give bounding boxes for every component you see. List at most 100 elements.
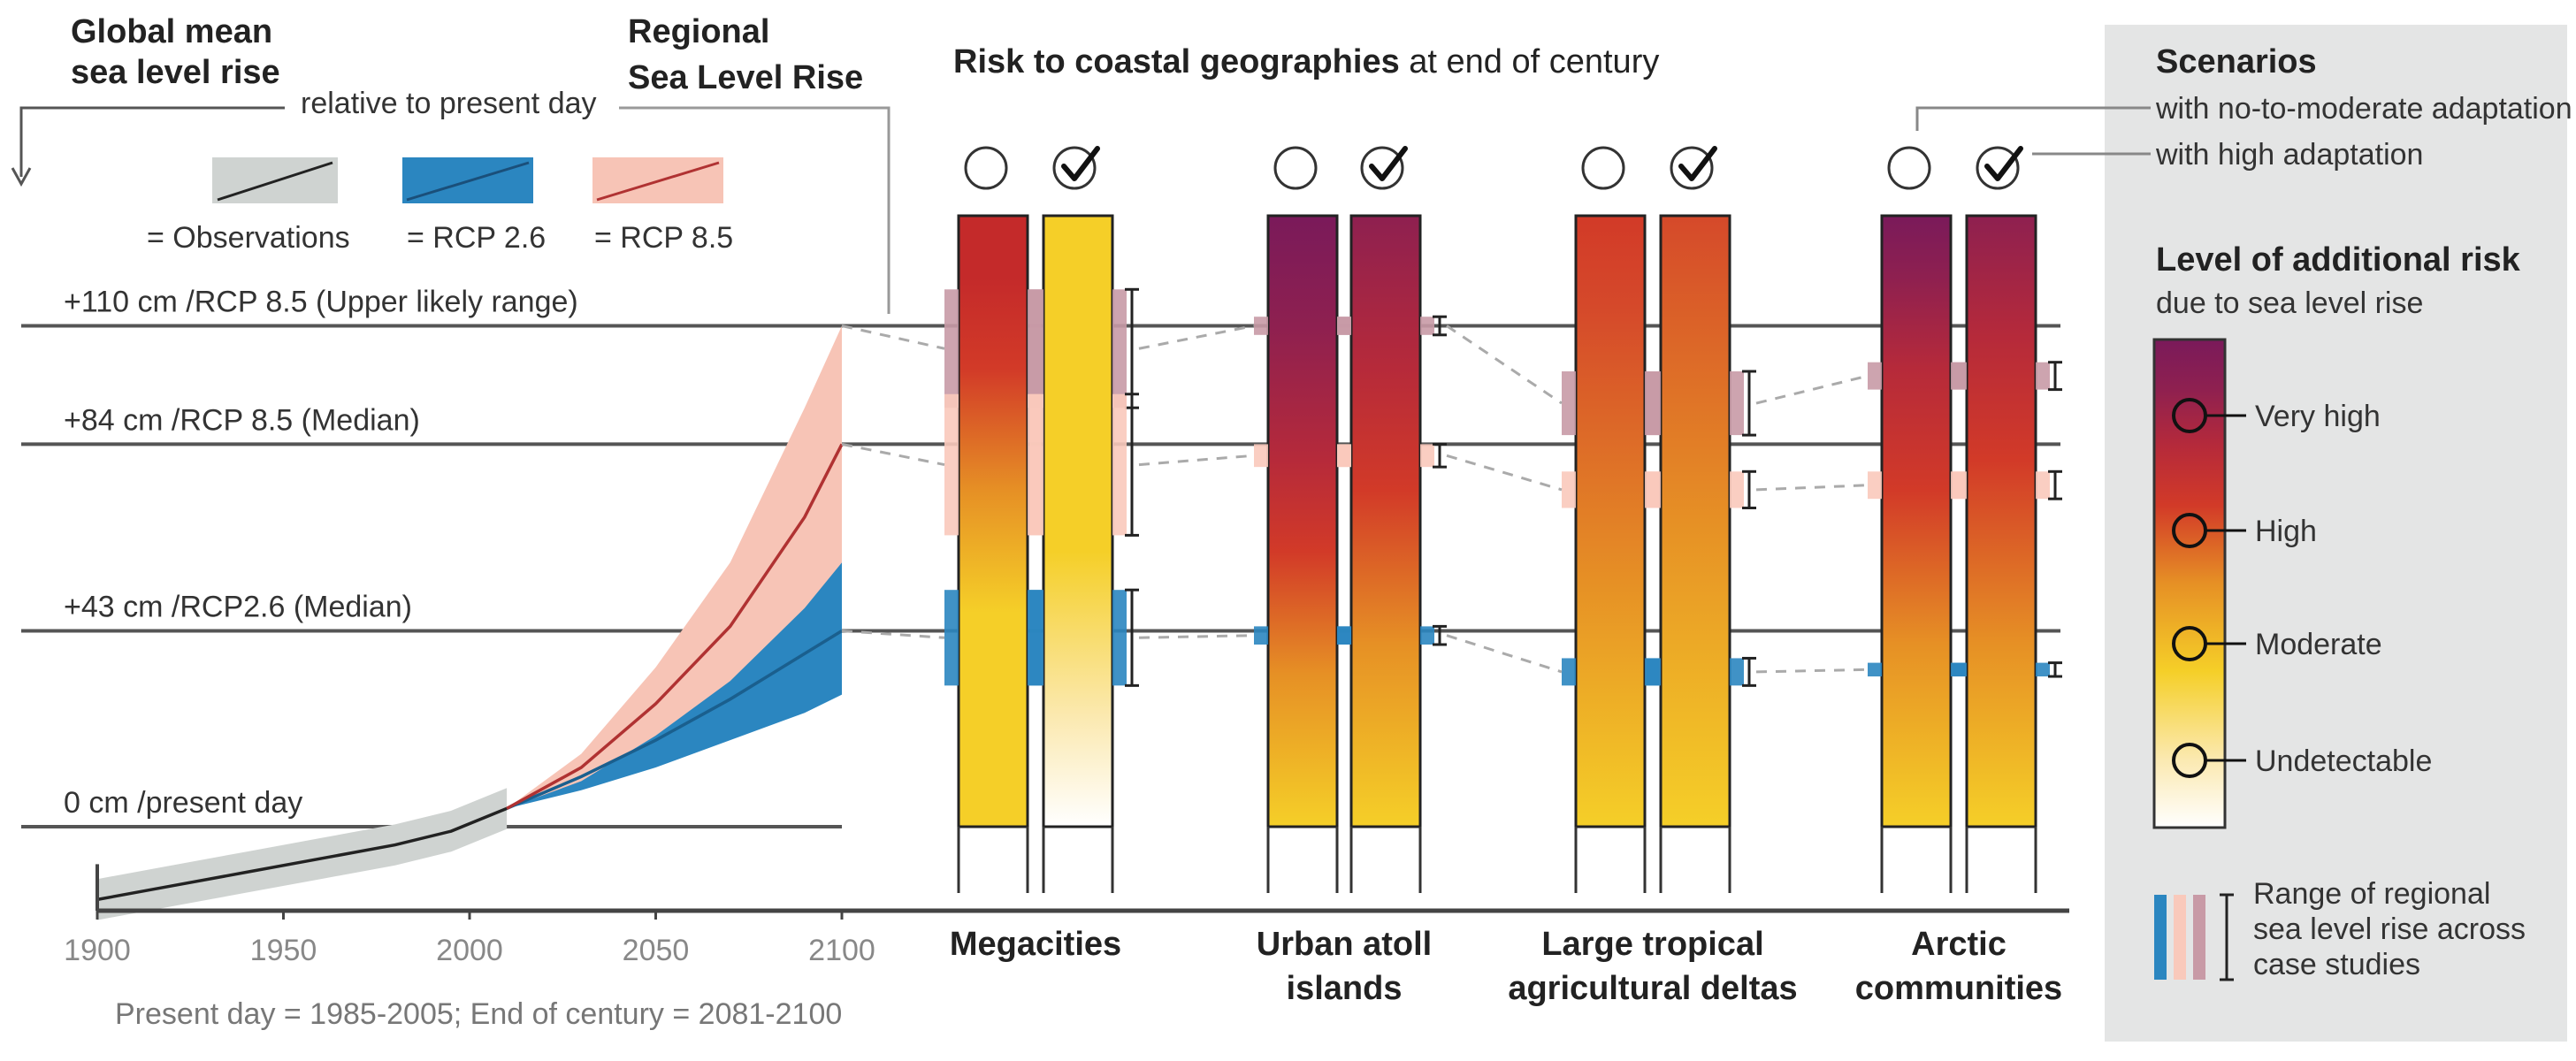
series-band bbox=[507, 562, 842, 809]
dashed-connector bbox=[1755, 484, 1869, 492]
regional-range-band bbox=[1254, 626, 1268, 645]
regional-range-band bbox=[1029, 393, 1043, 536]
x-axis: 1900 1950 2000 2050 2100 bbox=[64, 864, 2069, 967]
regional-range-band bbox=[1112, 289, 1127, 408]
geography-labels: Megacities Urban atoll islands Large tropic… bbox=[950, 926, 2062, 1007]
risk-bar bbox=[1880, 214, 1953, 828]
range-note-text: Range of regional bbox=[2253, 877, 2490, 911]
regional-range-band bbox=[2036, 662, 2050, 677]
geography-label: Large tropical bbox=[1541, 926, 1763, 963]
regional-range-band bbox=[1029, 289, 1043, 408]
geography-label-line2: agricultural deltas bbox=[1508, 970, 1797, 1007]
global-subtitle: relative to present day bbox=[301, 87, 597, 120]
no-adaptation-circle-icon bbox=[1581, 146, 1625, 190]
risk-bar bbox=[1965, 214, 2037, 828]
dashed-connector bbox=[841, 442, 945, 467]
risk-level-label: Very high bbox=[2255, 400, 2381, 433]
legend-rcp26-label: = RCP 2.6 bbox=[407, 221, 546, 255]
global-title-line1: Global mean bbox=[71, 13, 272, 50]
legend-observations-label: = Observations bbox=[147, 221, 350, 255]
regional-range-band bbox=[944, 393, 959, 536]
dashed-connector bbox=[841, 630, 945, 639]
legend-rcp85: = RCP 8.5 bbox=[592, 157, 733, 255]
regional-range-band bbox=[1953, 471, 1967, 500]
regional-range-band bbox=[944, 289, 959, 408]
range-swatch-rcp85 bbox=[2174, 895, 2186, 980]
level-label: +110 cm /RCP 8.5 (Upper likely range) bbox=[64, 286, 578, 319]
series-line bbox=[506, 443, 844, 810]
geography-label-line2: communities bbox=[1855, 970, 2062, 1007]
scenario-symbols bbox=[964, 146, 2023, 190]
regional-range-band bbox=[1420, 444, 1434, 468]
high-adaptation-check-icon bbox=[1976, 146, 2020, 190]
regional-range-band bbox=[1029, 590, 1043, 686]
regional-range-band bbox=[1112, 590, 1127, 686]
regional-range-band bbox=[1254, 444, 1268, 468]
no-adaptation-circle-icon bbox=[1273, 146, 1318, 190]
global-title-line2: sea level rise bbox=[71, 54, 280, 91]
dashed-connector bbox=[1446, 454, 1563, 492]
no-adaptation-circle-icon bbox=[964, 146, 1008, 190]
range-swatch-upper bbox=[2193, 895, 2205, 980]
regional-range-band bbox=[1420, 317, 1434, 335]
series-band bbox=[507, 325, 842, 809]
regional-range-band bbox=[1562, 371, 1576, 436]
scenario-high-adapt-label: with high adaptation bbox=[2155, 138, 2423, 172]
regional-range-band bbox=[1730, 371, 1744, 436]
regional-range-band bbox=[2036, 471, 2050, 500]
legend-observations: = Observations bbox=[147, 157, 350, 255]
geography-label: Urban atoll bbox=[1257, 926, 1432, 963]
header-bracket-arrow bbox=[11, 167, 32, 187]
risk-bar bbox=[1042, 214, 1114, 828]
risk-legend: Very high High Moderate Undetectable bbox=[2152, 338, 2432, 829]
header-bracket-right bbox=[619, 106, 891, 314]
regional-range-band bbox=[1562, 658, 1576, 686]
regional-range-band bbox=[1562, 471, 1576, 508]
regional-range-band bbox=[1112, 393, 1127, 536]
regional-range-band bbox=[1254, 317, 1268, 335]
regional-range-band bbox=[1953, 362, 1967, 390]
regional-range-band bbox=[2036, 362, 2050, 390]
risk-bar bbox=[1266, 214, 1339, 828]
dashed-connector bbox=[841, 324, 945, 350]
high-adaptation-check-icon bbox=[1670, 146, 1714, 190]
range-note-text: sea level rise across bbox=[2253, 912, 2526, 946]
range-swatch-rcp26 bbox=[2154, 895, 2167, 980]
scenarios-title: Scenarios bbox=[2156, 43, 2317, 80]
regional-title-line1: Regional bbox=[628, 13, 769, 50]
geography-label: Arctic bbox=[1911, 926, 2007, 963]
regional-title-line2: Sea Level Rise bbox=[628, 59, 863, 96]
regional-range-band bbox=[1647, 471, 1661, 508]
risk-bar bbox=[1574, 214, 1647, 828]
period-note: Present day = 1985-2005; End of century … bbox=[115, 997, 842, 1031]
risk-legend-title: Level of additional risk bbox=[2156, 241, 2521, 279]
risk-color-scale bbox=[2152, 338, 2227, 829]
regional-range-band bbox=[944, 590, 959, 686]
risk-level-label: Undetectable bbox=[2255, 744, 2432, 778]
checkmark-icon bbox=[1678, 146, 1717, 181]
regional-range-band bbox=[1647, 371, 1661, 436]
regional-range-band bbox=[1730, 471, 1744, 508]
high-adaptation-check-icon bbox=[1052, 146, 1097, 190]
regional-range-band bbox=[1647, 658, 1661, 686]
risk-title: Risk to coastal geographies at end of ce… bbox=[953, 43, 1659, 80]
header-bracket-left bbox=[19, 106, 285, 177]
regional-range-band bbox=[1953, 662, 1967, 677]
dashed-connector bbox=[1446, 634, 1563, 674]
risk-bar bbox=[1349, 214, 1422, 828]
risk-bar bbox=[957, 214, 1029, 828]
risk-bars bbox=[841, 214, 2062, 893]
regional-range-band bbox=[1868, 662, 1882, 677]
range-note-text: case studies bbox=[2253, 948, 2420, 981]
x-tick-label: 2000 bbox=[436, 934, 503, 967]
checkmark-icon bbox=[1061, 146, 1100, 181]
dashed-connector bbox=[1755, 374, 1869, 405]
risk-legend-subtitle: due to sea level rise bbox=[2156, 286, 2423, 320]
risk-level-label: Moderate bbox=[2255, 628, 2382, 661]
scenario-pointer-no-adapt bbox=[1915, 106, 2151, 131]
x-tick-label: 2100 bbox=[808, 934, 875, 967]
regional-range-band bbox=[1337, 444, 1351, 468]
regional-range-band bbox=[1730, 658, 1744, 686]
dashed-connector bbox=[1446, 324, 1563, 405]
